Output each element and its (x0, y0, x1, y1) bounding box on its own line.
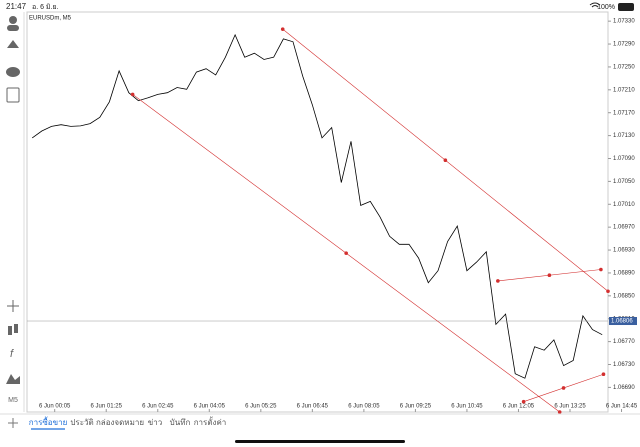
battery-icon (618, 3, 634, 11)
y-tick-label: 1.06690 (613, 385, 635, 391)
chart-frame (26, 11, 609, 413)
y-tick-label: 1.07250 (613, 65, 635, 71)
crosshair-icon[interactable] (7, 300, 19, 312)
x-tick-label: 6 Jun 14:45 (606, 404, 638, 410)
x-tick-label: 6 Jun 06:45 (297, 404, 329, 410)
chart-title: EURUSDm, M5 (29, 16, 72, 22)
y-tick-label: 1.07170 (613, 110, 635, 116)
trendline-anchor (557, 410, 562, 414)
y-tick-label: 1.06770 (613, 339, 635, 345)
price-line (31, 33, 603, 379)
trendline-midpoint (561, 386, 566, 390)
x-tick-label: 6 Jun 04:05 (194, 404, 226, 410)
status-time: 21:47 (6, 2, 27, 11)
trendline-midpoint (443, 158, 448, 163)
objects-icon[interactable] (6, 374, 20, 384)
x-tick-label: 6 Jun 13:25 (554, 404, 586, 410)
x-tick-label: 6 Jun 10:45 (451, 404, 483, 410)
x-tick-label: 6 Jun 00:05 (39, 404, 71, 410)
add-button[interactable] (8, 418, 18, 428)
wifi-icon (589, 2, 601, 8)
chart-type-icon[interactable] (8, 326, 12, 335)
home-indicator (235, 440, 405, 443)
tab[interactable]: ประวัติ (70, 418, 93, 427)
y-tick-label: 1.06890 (613, 271, 635, 277)
chat-icon[interactable] (6, 67, 20, 77)
x-tick-label: 6 Jun 01:25 (91, 404, 123, 410)
y-tick-label: 1.07130 (613, 133, 635, 139)
x-tick-label: 6 Jun 05:25 (245, 404, 277, 410)
timeframe-button[interactable]: M5 (8, 397, 18, 404)
trendline-anchor (130, 92, 135, 97)
trendline-midpoint (344, 251, 348, 256)
chart-type-icon-b (14, 324, 18, 333)
trendline-anchor (280, 27, 285, 31)
trendline-anchor (521, 399, 526, 404)
y-tick-label: 1.07090 (613, 156, 635, 162)
x-tick-label: 6 Jun 12:05 (503, 404, 535, 410)
tab[interactable]: กล่องจดหมาย (96, 418, 144, 427)
status-battery: 100% (597, 4, 615, 11)
y-tick-label: 1.06850 (613, 293, 635, 299)
tab-bar: การซื้อขาย ประวัติ กล่องจดหมาย ข่าว บันทึก กา… (29, 416, 227, 430)
y-tick-label: 1.06930 (613, 248, 635, 254)
trendline-anchor (599, 267, 603, 272)
x-tick-label: 6 Jun 08:05 (348, 404, 380, 410)
current-price-box (609, 317, 637, 326)
tab[interactable]: บันทึก (170, 418, 191, 427)
trendline-anchor (606, 289, 610, 294)
trendline-anchor (601, 372, 606, 377)
y-tick-label: 1.07330 (613, 19, 635, 25)
x-tick-label: 6 Jun 02:45 (142, 404, 174, 410)
trade-icon[interactable] (7, 40, 19, 48)
new-order-icon[interactable] (6, 87, 20, 103)
y-tick-label: 1.07290 (613, 42, 635, 48)
y-tick-label: 1.06730 (613, 362, 635, 368)
toolbar: f (6, 16, 20, 384)
trendline-midpoint (547, 273, 552, 278)
account-icon-body (7, 25, 19, 31)
trendline-anchor (496, 279, 500, 283)
plot: 1.066901.067301.067701.068101.068501.068… (27, 19, 638, 414)
y-tick-label: 1.07010 (613, 202, 635, 208)
current-price-label: 1.06806 (611, 319, 633, 325)
y-tick-label: 1.07050 (613, 179, 635, 185)
status-date: อ. 6 มิ.ย. (32, 3, 59, 11)
tab[interactable]: การซื้อขาย (29, 416, 68, 427)
y-tick-label: 1.07210 (613, 87, 635, 93)
tab[interactable]: ข่าว (148, 418, 162, 427)
indicator-icon[interactable]: f (10, 348, 14, 360)
y-tick-label: 1.06970 (613, 225, 635, 231)
x-tick-label: 6 Jun 09:25 (400, 404, 432, 410)
tab[interactable]: การตั้งค่า (194, 416, 227, 427)
account-icon[interactable] (9, 16, 17, 24)
